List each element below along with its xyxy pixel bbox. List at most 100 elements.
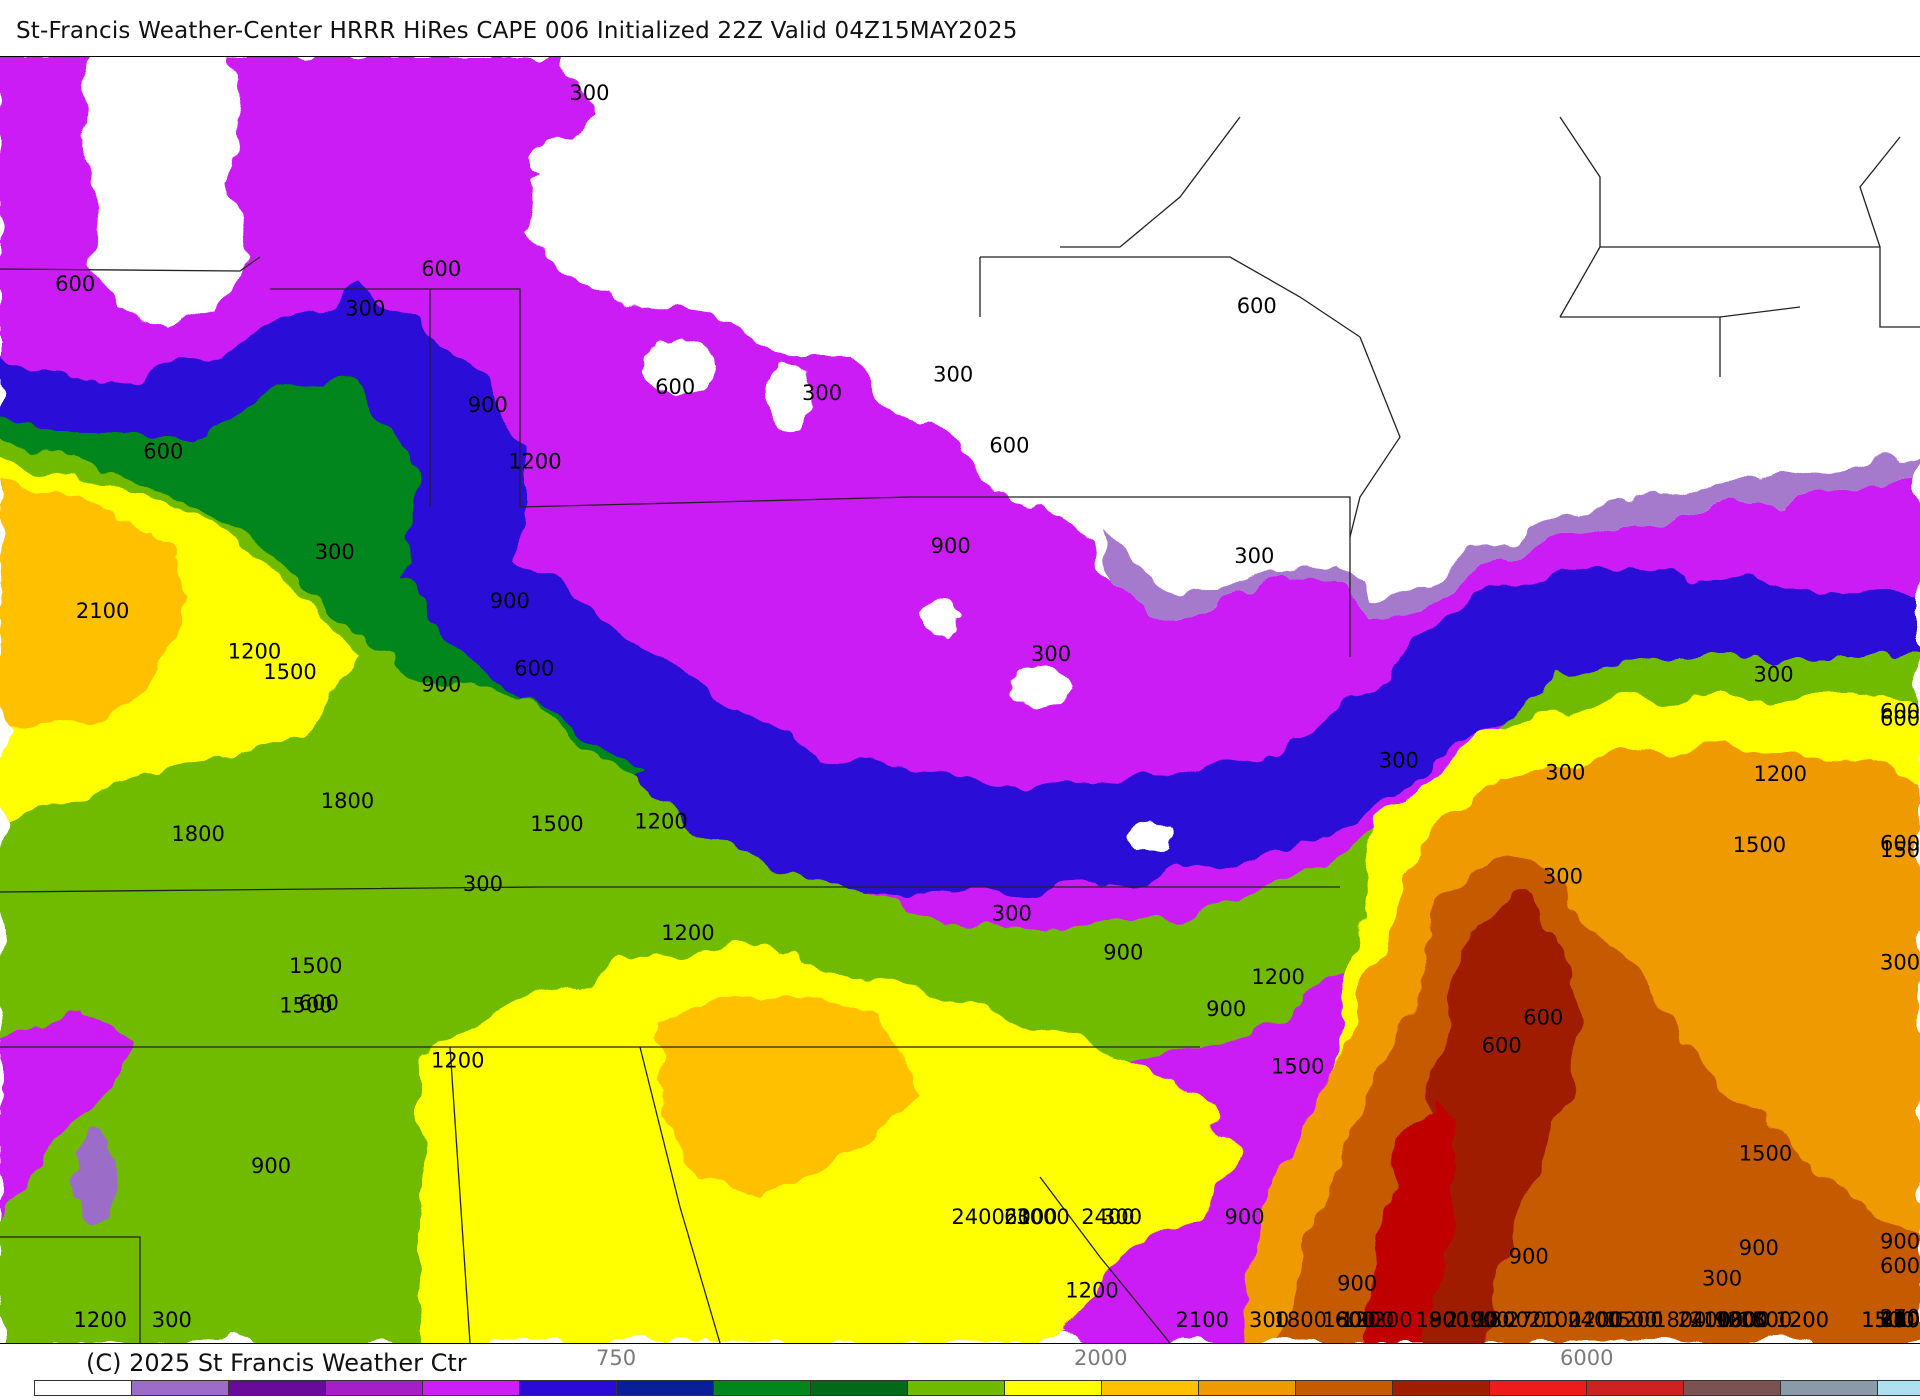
contour-label: 1500 [289, 954, 342, 978]
colorbar-swatch [1587, 1381, 1684, 1395]
contour-label: 1200 [1251, 965, 1304, 989]
contour-label: 1800 [321, 789, 374, 813]
contour-label: 600 [1237, 294, 1277, 318]
contour-label: 300 [1880, 950, 1920, 974]
contour-label: 1500 [530, 812, 583, 836]
copyright-text: (C) 2025 St Francis Weather Ctr [86, 1349, 467, 1377]
contour-label: 1500 [263, 660, 316, 684]
contour-label: 300 [463, 872, 503, 896]
contour-label: 1800 [1653, 1308, 1706, 1332]
cape-map[interactable]: 300 600 300 600 900 600 300 1200 600 300 600 300 600… [0, 56, 1920, 1344]
contour-label: 1800 [1416, 1308, 1469, 1332]
contour-label: 600 [1335, 1308, 1375, 1332]
blank-pockets [75, 137, 1172, 1225]
colorbar-swatch [1490, 1381, 1587, 1395]
contour-label: 900 [490, 589, 530, 613]
colorbar-swatch [1296, 1381, 1393, 1395]
contour-label: 300 [1545, 761, 1585, 785]
contour-label: 2100 [1690, 1308, 1743, 1332]
contour-label: 900 [468, 393, 508, 417]
contour-label: 900 [1880, 1230, 1920, 1254]
contour-label: 600 [655, 375, 695, 399]
contour-label: 900 [1714, 1308, 1754, 1332]
contour-label: 1800 [171, 822, 224, 846]
colorbar-swatch [1684, 1381, 1781, 1395]
contour-label: 2100 [1880, 1308, 1920, 1332]
contour-label: 2100 [1880, 1308, 1920, 1332]
contour-label: 2100 [1445, 1308, 1498, 1332]
contour-label: 600 [1880, 1308, 1920, 1332]
contour-label: 600 [299, 991, 339, 1015]
contour-label: 3000 [1016, 1205, 1069, 1229]
no-cape-lake-michigan [80, 57, 250, 327]
contour-label: 300 [569, 81, 609, 105]
contour-label: 600 [421, 257, 461, 281]
contour-label: 600 [1523, 1006, 1563, 1030]
contour-label: 300 [315, 540, 355, 564]
colorbar [34, 1380, 1920, 1396]
contour-label: 2100 [1528, 1308, 1581, 1332]
contour-label: 300 [1379, 748, 1419, 772]
colorbar-swatch [1781, 1381, 1878, 1395]
contour-label: 1800 [1476, 1308, 1529, 1332]
contour-label: 1200 [508, 450, 561, 474]
contour-label: 1200 [1880, 1308, 1920, 1332]
cape-fringe [1100, 457, 1920, 617]
contour-label: 300 [1234, 544, 1274, 568]
contour-label: 2100 [1004, 1205, 1057, 1229]
contour-label: 600 [1482, 1034, 1522, 1058]
contour-label: 1500 [1604, 1308, 1657, 1332]
contour-label: 1800 [1717, 1308, 1770, 1332]
contour-label: 1500 [1880, 838, 1920, 862]
contour-label: 1200 [1880, 1308, 1920, 1332]
contour-label: 1500 [1739, 1308, 1792, 1332]
contour-label: 1800 [1322, 1308, 1375, 1332]
contour-label: 900 [1509, 1244, 1549, 1268]
colorbar-swatch [1102, 1381, 1199, 1395]
contour-label: 2400 [1678, 1308, 1731, 1332]
contour-label: 2100 [1880, 1308, 1920, 1332]
contour-label: 300 [1754, 663, 1794, 687]
contour-label: 600 [1880, 1254, 1920, 1278]
colorbar-swatch [811, 1381, 908, 1395]
contour-label: 1200 [1776, 1308, 1829, 1332]
colorbar-tick-label: 2000 [1074, 1346, 1128, 1370]
contour-label: 2700 [1880, 1306, 1920, 1330]
contour-label: 1200 [1754, 762, 1807, 786]
contour-label: 1200 [1359, 1308, 1412, 1332]
contour-label: 1200 [74, 1308, 127, 1332]
contour-label: 2100 [1880, 1308, 1920, 1332]
cape-2100-west [0, 477, 190, 737]
contour-label: 900 [421, 672, 461, 696]
contour-label: 2400 [1567, 1308, 1620, 1332]
contour-label: 600 [514, 657, 554, 681]
contour-label: 900 [1225, 1205, 1265, 1229]
contour-label: 900 [251, 1154, 291, 1178]
contour-label: 2100 [1176, 1308, 1229, 1332]
contour-label: 1500 [1880, 1308, 1920, 1332]
contour-label: 1200 [1065, 1279, 1118, 1303]
contour-label: 1500 [1861, 1308, 1914, 1332]
contour-label: 300 [992, 902, 1032, 926]
colorbar-swatch [423, 1381, 520, 1395]
contour-label: 1800 [1274, 1308, 1327, 1332]
contour-label: 1200 [1776, 1308, 1829, 1332]
contour-label: 1500 [1861, 1308, 1914, 1332]
chart-title: St-Francis Weather-Center HRRR HiRes CAP… [16, 18, 1018, 44]
contour-label: 1200 [1610, 1308, 1663, 1332]
contour-label: 900 [931, 534, 971, 558]
contour-label: 1500 [1271, 1055, 1324, 1079]
contour-label: 900 [1429, 1308, 1469, 1332]
contour-label: 300 [345, 296, 385, 320]
colorbar-swatch [908, 1381, 1005, 1395]
contour-label: 600 [1880, 707, 1920, 731]
contour-label: 600 [989, 434, 1029, 458]
colorbar-swatch [229, 1381, 326, 1395]
contour-label: 300 [1543, 865, 1583, 889]
colorbar-swatch [1878, 1381, 1920, 1395]
cape-2100-south [660, 987, 920, 1197]
colorbar-swatch [1005, 1381, 1102, 1395]
contour-label: 1800 [1880, 1308, 1920, 1332]
